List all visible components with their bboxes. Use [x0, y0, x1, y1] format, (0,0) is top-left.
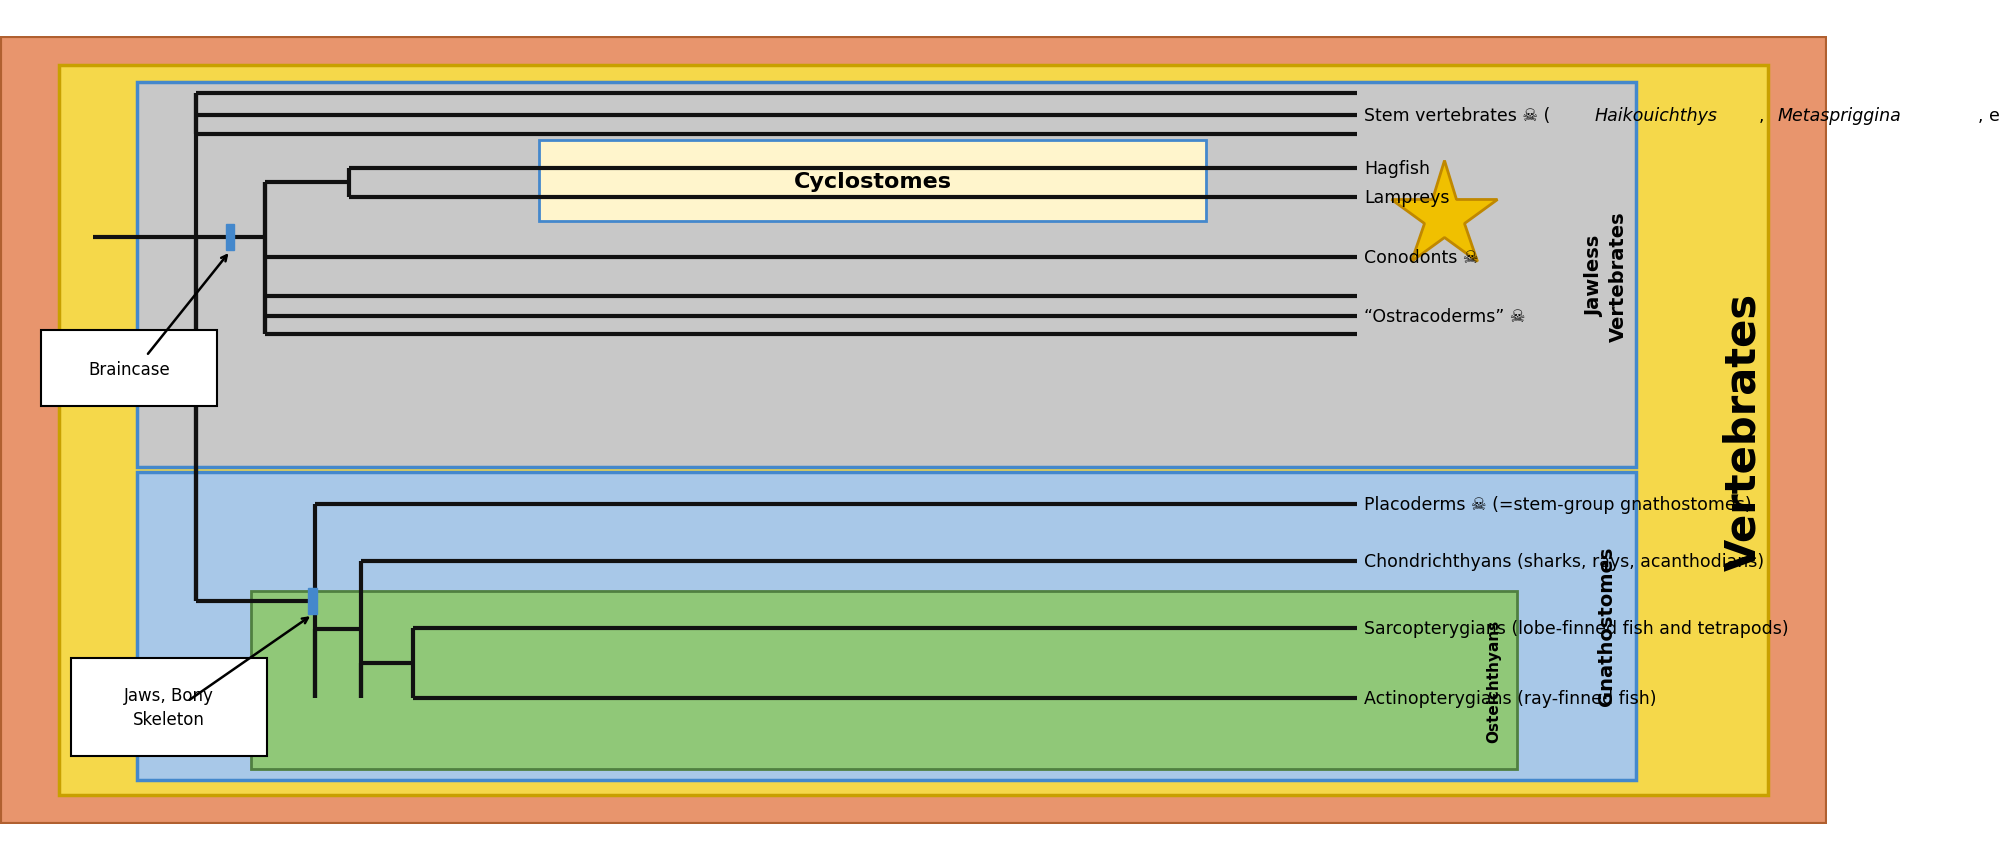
Text: Actinopterygians (ray-finned fish): Actinopterygians (ray-finned fish) [1364, 689, 1656, 707]
Bar [540, 141, 1206, 221]
Bar [42, 331, 218, 406]
Bar [138, 473, 1636, 780]
Text: Braincase: Braincase [88, 361, 170, 378]
Text: Osteichthyans: Osteichthyans [1486, 619, 1502, 742]
Text: Conodonts ☠: Conodonts ☠ [1364, 249, 1478, 267]
Text: Jawless
Vertebrates: Jawless Vertebrates [1586, 211, 1628, 342]
Text: Hagfish: Hagfish [1364, 159, 1430, 177]
Bar [138, 83, 1636, 468]
Text: Chondrichthyans (sharks, rays, acanthodians): Chondrichthyans (sharks, rays, acanthodi… [1364, 552, 1764, 570]
Text: , etc.): , etc.) [1978, 107, 2000, 125]
Bar [252, 592, 1516, 769]
Bar [308, 588, 316, 614]
Text: Placoderms ☠ (=stem-group gnathostomes): Placoderms ☠ (=stem-group gnathostomes) [1364, 495, 1752, 513]
Text: Metaspriggina: Metaspriggina [1778, 107, 1900, 125]
Text: Jaws, Bony
Skeleton: Jaws, Bony Skeleton [124, 686, 214, 728]
Bar [226, 225, 234, 251]
Text: Cyclostomes: Cyclostomes [794, 171, 952, 191]
Text: Sarcopterygians (lobe-finned fish and tetrapods): Sarcopterygians (lobe-finned fish and te… [1364, 620, 1788, 637]
Text: ,: , [1758, 107, 1770, 125]
Bar [72, 658, 266, 756]
Text: Haikouichthys: Haikouichthys [1594, 107, 1718, 125]
Text: “Ostracoderms” ☠: “Ostracoderms” ☠ [1364, 307, 1526, 325]
Text: Stem vertebrates ☠ (: Stem vertebrates ☠ ( [1364, 107, 1550, 125]
Text: Vertebrates: Vertebrates [1722, 293, 1764, 570]
Text: Gnathostomes: Gnathostomes [1596, 546, 1616, 705]
Text: Lampreys: Lampreys [1364, 189, 1450, 207]
